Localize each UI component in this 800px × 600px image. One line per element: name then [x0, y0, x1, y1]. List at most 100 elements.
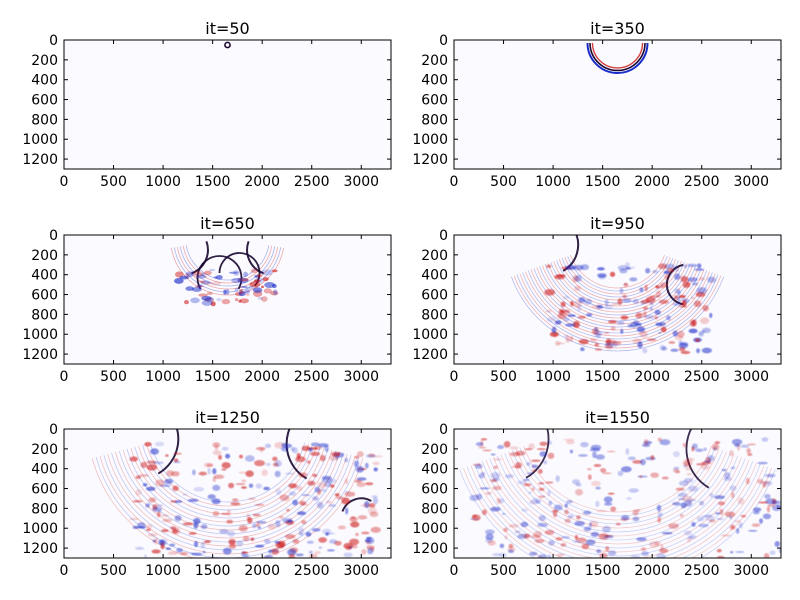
field-blob [590, 520, 599, 528]
field-blob [314, 486, 321, 493]
field-blob [590, 480, 601, 487]
x-tick-label: 2000 [634, 174, 670, 190]
wavefront [591, 42, 644, 69]
field-blob [729, 515, 733, 520]
field-blob [654, 309, 661, 315]
field-blob [174, 271, 184, 278]
y-tick-label: 1200 [412, 152, 448, 168]
field-blob [201, 272, 205, 277]
field-blob [648, 540, 660, 548]
field-blob [508, 543, 514, 549]
field-blob [295, 456, 306, 463]
field-blob [603, 535, 614, 539]
wavefront [196, 255, 243, 290]
field-blob [686, 280, 690, 286]
field-blob [490, 506, 501, 512]
field-blob [673, 466, 680, 470]
x-tick-label: 2500 [684, 563, 720, 579]
field-blob [161, 514, 169, 517]
field-blob [328, 455, 338, 461]
field-blob [680, 502, 687, 509]
y-tick-label: 400 [31, 73, 58, 89]
field-blob [212, 468, 217, 475]
field-blob [651, 269, 659, 274]
x-tick-label: 0 [450, 174, 459, 190]
field-blob [218, 454, 222, 460]
field-blob [361, 549, 367, 555]
field-blob [150, 448, 159, 455]
x-tick-label: 1000 [145, 563, 181, 579]
field-blob [320, 488, 327, 493]
field-blob [558, 308, 565, 316]
field-blob [365, 454, 376, 458]
field-blob [764, 493, 771, 499]
field-blob [674, 267, 680, 273]
field-blob [281, 442, 287, 446]
field-blob [714, 441, 721, 445]
field-blob [203, 462, 213, 468]
y-tick-label: 200 [421, 53, 448, 69]
field-blob [354, 479, 362, 483]
x-tick-label: 3000 [733, 369, 769, 385]
field-blob [677, 290, 681, 296]
field-blob [619, 288, 624, 294]
field-blob [595, 454, 606, 460]
field-blob [306, 460, 311, 464]
field-blob [501, 512, 506, 515]
y-tick-label: 600 [421, 93, 448, 109]
field-blob [717, 555, 725, 558]
field-blob [312, 473, 318, 478]
field-blob [620, 328, 624, 334]
field-blob [630, 555, 641, 558]
y-tick-label: 1200 [412, 347, 448, 363]
y-tick-label: 400 [421, 268, 448, 284]
y-tick-label: 200 [31, 248, 58, 264]
field-blob [261, 269, 273, 276]
field-blob [296, 485, 303, 491]
x-tick-label: 500 [100, 174, 127, 190]
field-blob [740, 514, 746, 518]
y-tick-label: 0 [49, 33, 58, 49]
ripple [179, 246, 276, 287]
x-tick-label: 2000 [244, 369, 280, 385]
field-blob [188, 532, 197, 535]
field-blob [261, 469, 268, 477]
ripple [474, 463, 761, 558]
field-blob [252, 287, 263, 293]
field-blob [608, 550, 617, 556]
field-blob [649, 307, 653, 311]
field-blob [492, 552, 502, 557]
panel-6: 0 500 1000 1500 2000 2500 3000 0 200 400 600 800 100… [412, 408, 782, 579]
field-blob [345, 545, 352, 551]
field-blob [650, 455, 655, 461]
field-blob [214, 444, 219, 451]
field-blob [318, 537, 328, 543]
field-blob [239, 298, 249, 304]
field-blob [581, 543, 590, 550]
field-blob [562, 296, 570, 300]
field-blob [699, 317, 710, 325]
field-blob [747, 453, 753, 456]
field-blob [524, 448, 533, 451]
field-blob [165, 454, 169, 457]
x-tick-label: 1000 [535, 174, 571, 190]
field-blob [646, 338, 657, 341]
field-blob [222, 547, 232, 555]
field-blob [707, 276, 716, 283]
field-blob [146, 486, 156, 492]
y-tick-label: 0 [439, 33, 448, 49]
field-blob [668, 341, 676, 344]
y-tick-label: 800 [421, 112, 448, 128]
field-blob [239, 288, 244, 294]
ripple [523, 446, 712, 513]
field-blob [244, 289, 251, 294]
field-blob [532, 497, 538, 502]
ripple [176, 246, 279, 290]
field-blob [260, 285, 265, 289]
field-blob [753, 510, 760, 515]
field-blob [778, 547, 781, 554]
field-blob [263, 288, 272, 294]
field-blob [538, 482, 545, 485]
y-tick-label: 1000 [412, 132, 448, 148]
